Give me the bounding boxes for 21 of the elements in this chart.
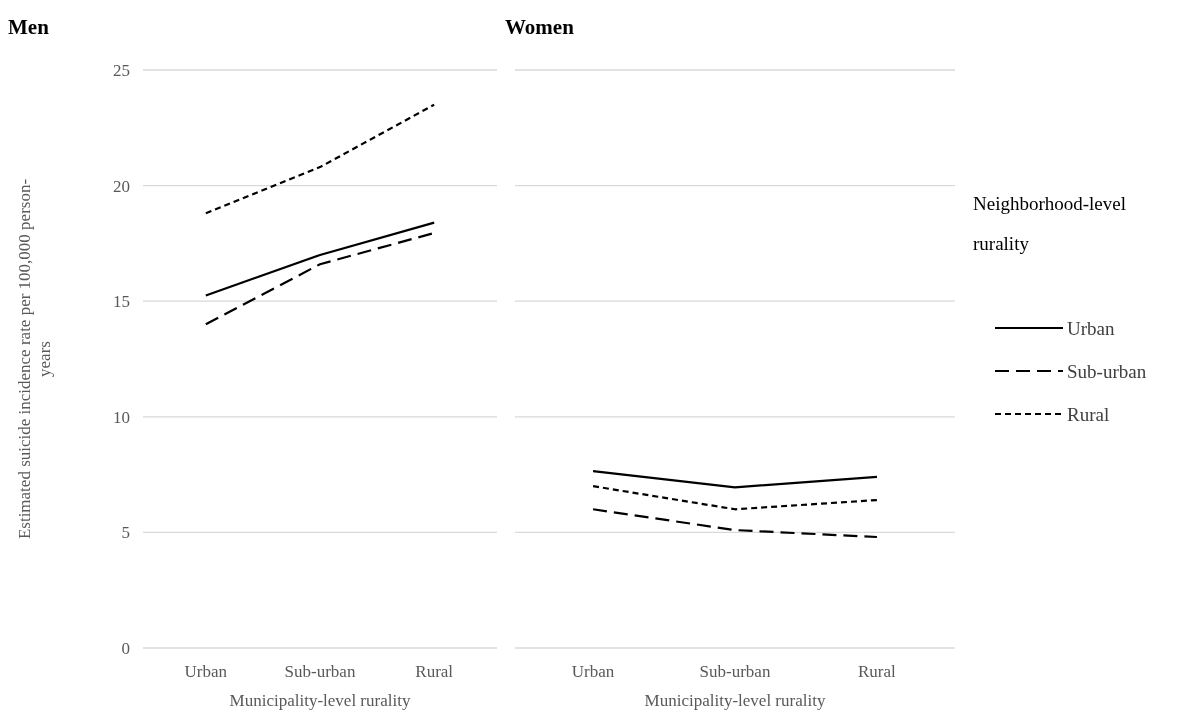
legend-label: Rural	[1067, 403, 1110, 425]
y-tick-label: 20	[113, 176, 130, 196]
y-tick-label: 10	[113, 407, 130, 427]
x-tick-label: Urban	[571, 662, 615, 681]
y-tick-label: 0	[121, 638, 130, 658]
y-tick-label: 5	[121, 523, 130, 543]
y-tick-label: 15	[113, 292, 130, 312]
x-axis-title: Municipality-level rurality	[644, 691, 826, 710]
x-axis-title: Municipality-level rurality	[229, 691, 411, 710]
legend-title: Neighborhood-level rurality	[973, 193, 1127, 254]
x-tick-label: Sub-urban	[284, 662, 356, 681]
y-axis-title: Estimated suicide incidence rate per 100,000 person-years	[15, 178, 54, 540]
legend-label: Sub-urban	[1067, 360, 1147, 382]
x-tick-label: Sub-urban	[699, 662, 771, 681]
chart-title: Men	[8, 15, 50, 39]
chart-title: Women	[505, 15, 575, 39]
x-tick-label: Urban	[184, 662, 228, 681]
legend-label: Urban	[1067, 317, 1115, 339]
y-tick-label: 25	[113, 60, 130, 80]
x-tick-label: Rural	[415, 662, 454, 681]
x-tick-label: Rural	[858, 662, 897, 681]
